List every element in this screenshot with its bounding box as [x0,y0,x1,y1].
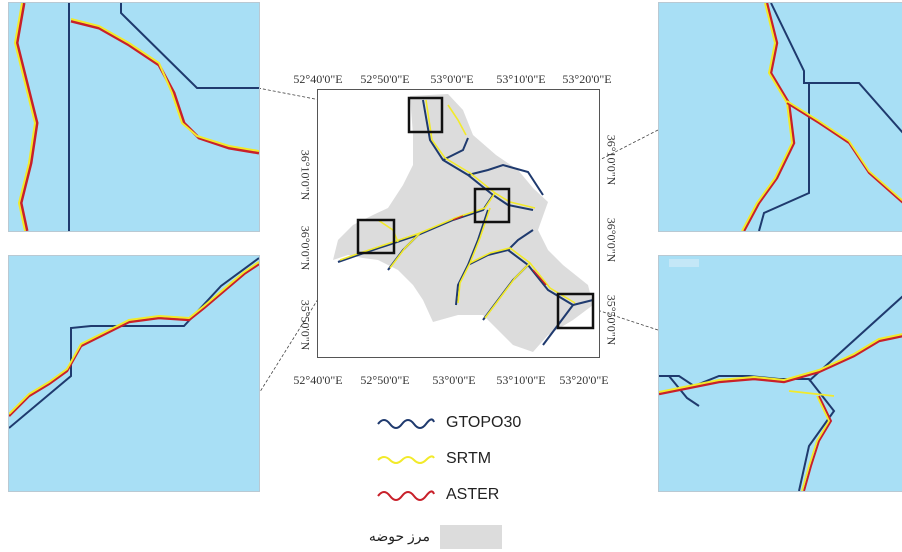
top-longitude-label: 52°40'0"E [293,72,343,86]
top-longitude-label: 53°0'0"E [430,72,474,86]
legend-item-aster: ASTER [376,482,499,508]
zoom-panel-top-left [8,2,260,232]
bottom-longitude-label: 53°20'0"E [559,373,609,387]
top-longitude-label: 53°10'0"E [496,72,546,86]
left-latitude-label: 36°10'0"N [298,149,313,201]
srtm-line-swatch [377,455,435,464]
zoom-panel-bottom-right [658,255,902,492]
bottom-longitude-label: 52°50'0"E [360,373,410,387]
left-latitude-label: 36°0'0"N [298,225,313,271]
zoom-panel-bottom-left [8,255,260,492]
basin-boundary [333,94,593,352]
basin-boundary-swatch [440,525,502,549]
study-area-map [317,89,600,358]
legend-label: SRTM [446,450,492,467]
bottom-longitude-label: 52°40'0"E [293,373,343,387]
right-latitude-label: 36°0'0"N [604,217,619,263]
gtopo30-line-swatch [377,418,435,429]
legend-item-srtm: SRTM [376,446,491,472]
zoom-panel-top-right [658,2,902,232]
right-latitude-label: 36°10'0"N [604,134,619,186]
right-latitude-label: 35°50'0"N [604,294,619,346]
basin-boundary-legend-label: مرز حوضه [368,528,430,544]
top-longitude-label: 53°20'0"E [562,72,612,86]
legend-label: GTOPO30 [446,414,522,431]
legend-label: ASTER [446,486,500,503]
aster-line-swatch [377,490,435,501]
legend-item-gtopo30: GTOPO30 [376,410,521,436]
bottom-longitude-label: 53°10'0"E [496,373,546,387]
top-longitude-label: 52°50'0"E [360,72,410,86]
bottom-longitude-label: 53°0'0"E [432,373,476,387]
left-latitude-label: 35°50'0"N [298,299,313,351]
